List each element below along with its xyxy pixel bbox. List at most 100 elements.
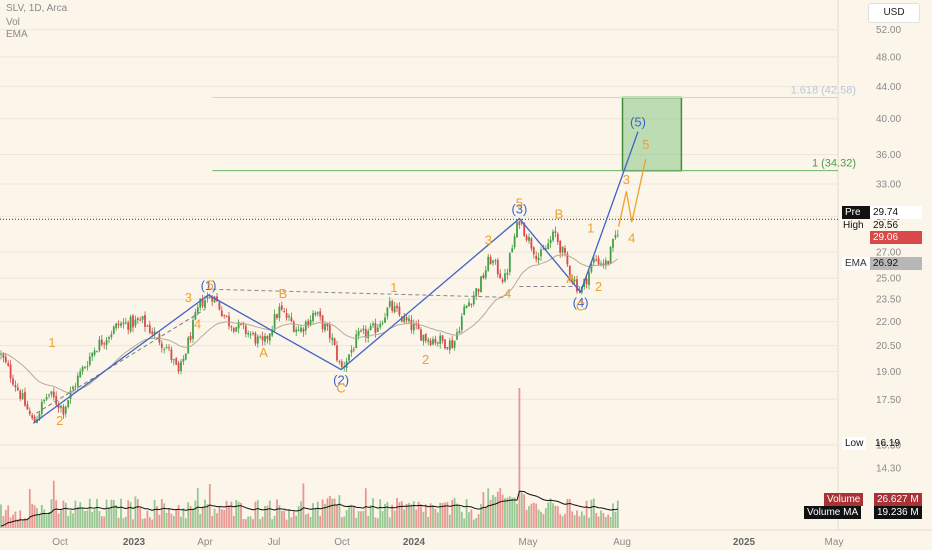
volume-ma-line[interactable] xyxy=(0,490,618,527)
volume-bar xyxy=(535,503,538,528)
volume-bar xyxy=(134,496,137,528)
volume-bar xyxy=(141,518,144,528)
candle-body xyxy=(148,324,151,333)
volume-bar xyxy=(408,502,410,528)
volume-bar xyxy=(530,503,533,528)
candle-body xyxy=(420,329,422,341)
x-tick-label: May xyxy=(825,537,844,548)
y-tick-label: 25.00 xyxy=(876,274,901,285)
projection-wave-path[interactable] xyxy=(617,159,647,227)
candle-body xyxy=(192,320,194,339)
volume-bar xyxy=(62,500,65,528)
candle-body xyxy=(175,358,178,365)
volume-bar xyxy=(132,519,134,528)
candle-body xyxy=(314,312,317,315)
volume-bar xyxy=(81,507,84,528)
volume-bar xyxy=(314,508,317,528)
candle-body xyxy=(499,273,502,279)
volume-bar xyxy=(33,505,36,528)
volume-bar xyxy=(508,496,511,528)
candle-body xyxy=(127,322,130,330)
candle-body xyxy=(357,331,360,336)
target-zone-box[interactable] xyxy=(621,96,683,172)
minor-wave-label: A xyxy=(566,271,575,286)
volume-bar xyxy=(542,514,545,528)
volume-bar xyxy=(220,509,223,528)
volume-bar xyxy=(441,502,444,528)
volume-bar xyxy=(376,518,379,528)
last-price-value: 29.06 xyxy=(870,231,922,244)
neckline-dashed[interactable] xyxy=(212,288,505,298)
volume-bar xyxy=(494,496,497,528)
volume-bar xyxy=(163,503,166,528)
volume-bar xyxy=(7,505,10,528)
candle-body xyxy=(362,328,365,331)
volume-bar xyxy=(271,519,274,528)
volume-bar xyxy=(496,491,499,528)
volume-bar xyxy=(38,513,41,528)
candle-body xyxy=(609,247,612,264)
candle-body xyxy=(376,327,379,332)
volume-bar xyxy=(554,505,557,528)
volume-bar xyxy=(168,508,170,528)
volume-bar xyxy=(283,510,286,528)
volume-bar xyxy=(573,515,576,528)
candle-body xyxy=(460,316,463,331)
volume-bar xyxy=(393,510,396,528)
volume-bar xyxy=(523,494,526,528)
candle-body xyxy=(506,272,509,275)
candle-body xyxy=(170,349,173,361)
candle-body xyxy=(432,339,434,345)
volume-bar xyxy=(0,504,2,528)
volume-bar xyxy=(50,499,53,528)
primary-wave-label: (3) xyxy=(511,202,527,217)
candle-body xyxy=(223,314,226,316)
volume-bar xyxy=(45,514,48,528)
minor-wave-label: 3 xyxy=(485,233,492,248)
volume-bar xyxy=(427,517,430,528)
volume-bar xyxy=(585,500,588,528)
volume-bar xyxy=(559,514,562,528)
candle-body xyxy=(602,263,605,266)
volume-bar xyxy=(609,516,612,528)
candle-body xyxy=(372,323,374,326)
volume-bar xyxy=(597,516,600,528)
candle-body xyxy=(153,331,156,336)
candle-body xyxy=(568,265,571,278)
primary-wave-path[interactable] xyxy=(32,131,639,424)
volume-bar xyxy=(547,502,550,528)
candle-body xyxy=(74,386,77,388)
y-tick-label: 14.30 xyxy=(876,463,901,474)
volume-bar xyxy=(139,508,142,528)
candle-body xyxy=(93,350,96,355)
candle-body xyxy=(350,349,353,353)
volume-bar xyxy=(261,516,264,528)
candle-body xyxy=(76,375,79,387)
volume-bar xyxy=(460,511,463,528)
y-tick-label: 23.50 xyxy=(876,295,901,306)
x-tick-label: Jul xyxy=(268,537,281,548)
candle-body xyxy=(273,314,276,331)
volume-bar xyxy=(362,510,365,528)
candle-body xyxy=(453,340,456,348)
candle-body xyxy=(165,347,168,349)
ema-indicator-label: EMA xyxy=(6,29,28,40)
candle-body xyxy=(573,279,576,282)
currency-button[interactable]: USD xyxy=(868,3,920,23)
volume-bar xyxy=(580,511,583,528)
volume-bar xyxy=(544,508,547,528)
candle-body xyxy=(396,305,398,309)
volume-bar xyxy=(64,502,67,528)
minor-wave-label: 1 xyxy=(587,221,594,236)
candle-body xyxy=(566,253,569,265)
trend-dashed[interactable] xyxy=(36,309,205,414)
candle-body xyxy=(141,316,144,320)
x-tick-label: 2025 xyxy=(733,537,756,548)
candle-body xyxy=(4,356,7,363)
candle-body xyxy=(108,337,110,340)
candle-body xyxy=(144,315,146,327)
candle-body xyxy=(21,393,24,400)
candle-body xyxy=(388,300,391,307)
volume-bar xyxy=(463,518,466,528)
